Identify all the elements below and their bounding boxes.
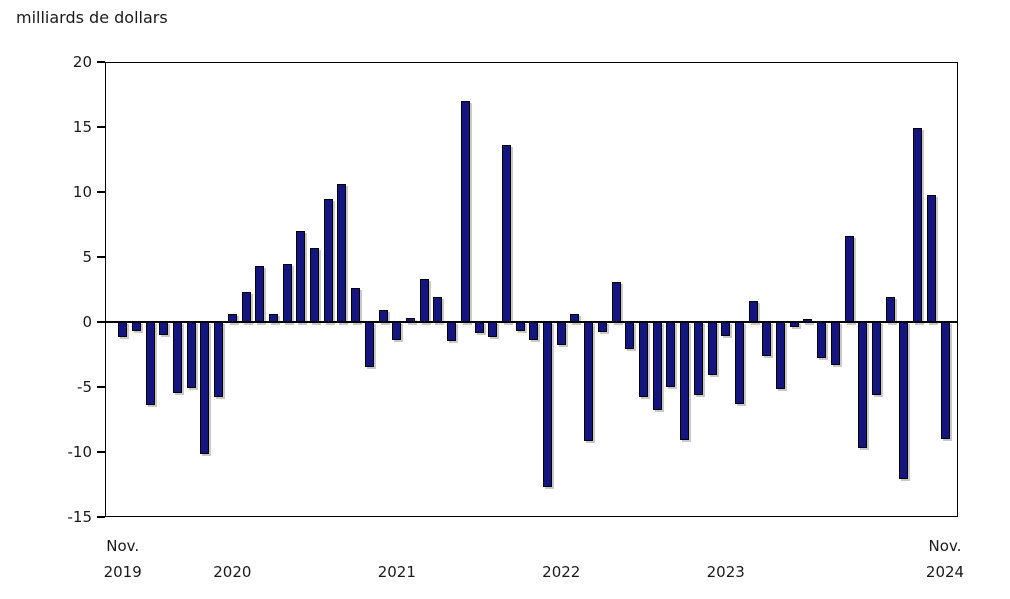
bar <box>255 266 265 323</box>
bar <box>899 322 909 479</box>
x-axis-label-month <box>213 533 251 559</box>
y-axis-tick-label: -10 <box>67 443 93 461</box>
y-axis-tick <box>97 61 105 63</box>
y-axis-tick-label: 10 <box>72 183 92 201</box>
bar <box>830 322 840 365</box>
bar <box>693 322 703 395</box>
bar <box>762 322 772 356</box>
y-axis-tick <box>97 321 105 323</box>
x-axis-label: 2020 <box>213 533 251 585</box>
bar <box>310 247 320 323</box>
x-axis-label-month <box>378 533 416 559</box>
x-axis-label-month: Nov. <box>106 537 140 555</box>
bar <box>474 322 484 334</box>
x-axis-label-year: 2022 <box>542 563 581 581</box>
bar <box>501 145 511 323</box>
bar <box>419 279 429 323</box>
bar <box>680 322 690 440</box>
bar <box>817 322 827 359</box>
bar <box>447 322 457 342</box>
bar <box>200 322 210 455</box>
bar <box>885 297 895 323</box>
bar <box>871 322 881 395</box>
bar <box>556 322 566 346</box>
bar <box>652 322 662 411</box>
bar <box>364 322 374 368</box>
chart-title: milliards de dollars <box>16 8 168 27</box>
x-axis-label-month: Nov. <box>928 537 962 555</box>
bar <box>597 322 607 333</box>
zero-axis-line <box>105 321 958 323</box>
bar <box>748 301 758 323</box>
bar <box>337 184 347 323</box>
bar <box>625 322 635 349</box>
x-axis-label-year: 2024 <box>925 563 965 581</box>
bar <box>515 322 525 331</box>
bar <box>913 128 923 323</box>
x-axis-label: Nov. 2024 <box>926 533 964 585</box>
x-axis-label-year: 2023 <box>706 563 745 581</box>
bar <box>940 322 950 439</box>
bar <box>721 322 731 336</box>
bar <box>296 231 306 323</box>
y-axis-tick <box>97 256 105 258</box>
bar <box>611 281 621 323</box>
bar <box>241 292 251 323</box>
bar <box>776 322 786 390</box>
bar <box>734 322 744 404</box>
y-axis-tick <box>97 451 105 453</box>
y-axis-tick <box>97 191 105 193</box>
bar <box>159 322 169 335</box>
bar <box>460 101 470 323</box>
bar <box>351 288 361 323</box>
x-axis-label: 2021 <box>378 533 416 585</box>
y-axis-tick-label: 20 <box>72 53 92 71</box>
y-axis-tick-label: 15 <box>72 118 92 136</box>
bar <box>488 322 498 338</box>
x-axis-label: 2022 <box>542 533 580 585</box>
bar <box>186 322 196 388</box>
bar <box>433 297 443 323</box>
bar <box>323 198 333 323</box>
bar <box>529 322 539 340</box>
bar <box>707 322 717 375</box>
x-axis-label-year: 2021 <box>377 563 416 581</box>
bar <box>282 263 292 323</box>
bar <box>666 322 676 387</box>
y-axis-tick <box>97 516 105 518</box>
bar <box>926 194 936 323</box>
bar <box>844 236 854 323</box>
x-axis-label-year: 2019 <box>103 563 142 581</box>
bar <box>145 322 155 405</box>
y-axis-tick-label: 5 <box>82 248 92 266</box>
x-axis-label-month <box>707 533 745 559</box>
y-axis-tick-label: 0 <box>82 313 92 331</box>
y-axis-tick <box>97 126 105 128</box>
bar <box>392 322 402 340</box>
bar <box>638 322 648 398</box>
x-axis-label-year: 2020 <box>213 563 252 581</box>
bar <box>173 322 183 394</box>
bar <box>131 322 141 331</box>
x-axis-label: 2023 <box>707 533 745 585</box>
bar <box>543 322 553 487</box>
bar <box>858 322 868 448</box>
y-axis-tick-label: -15 <box>67 508 93 526</box>
plot-area-frame <box>105 62 958 517</box>
x-axis-label-month <box>542 533 580 559</box>
y-axis-tick <box>97 386 105 388</box>
y-axis-tick-label: -5 <box>77 378 92 396</box>
bar <box>584 322 594 442</box>
bar <box>118 322 128 338</box>
bar <box>214 322 224 398</box>
x-axis-label: Nov. 2019 <box>104 533 142 585</box>
